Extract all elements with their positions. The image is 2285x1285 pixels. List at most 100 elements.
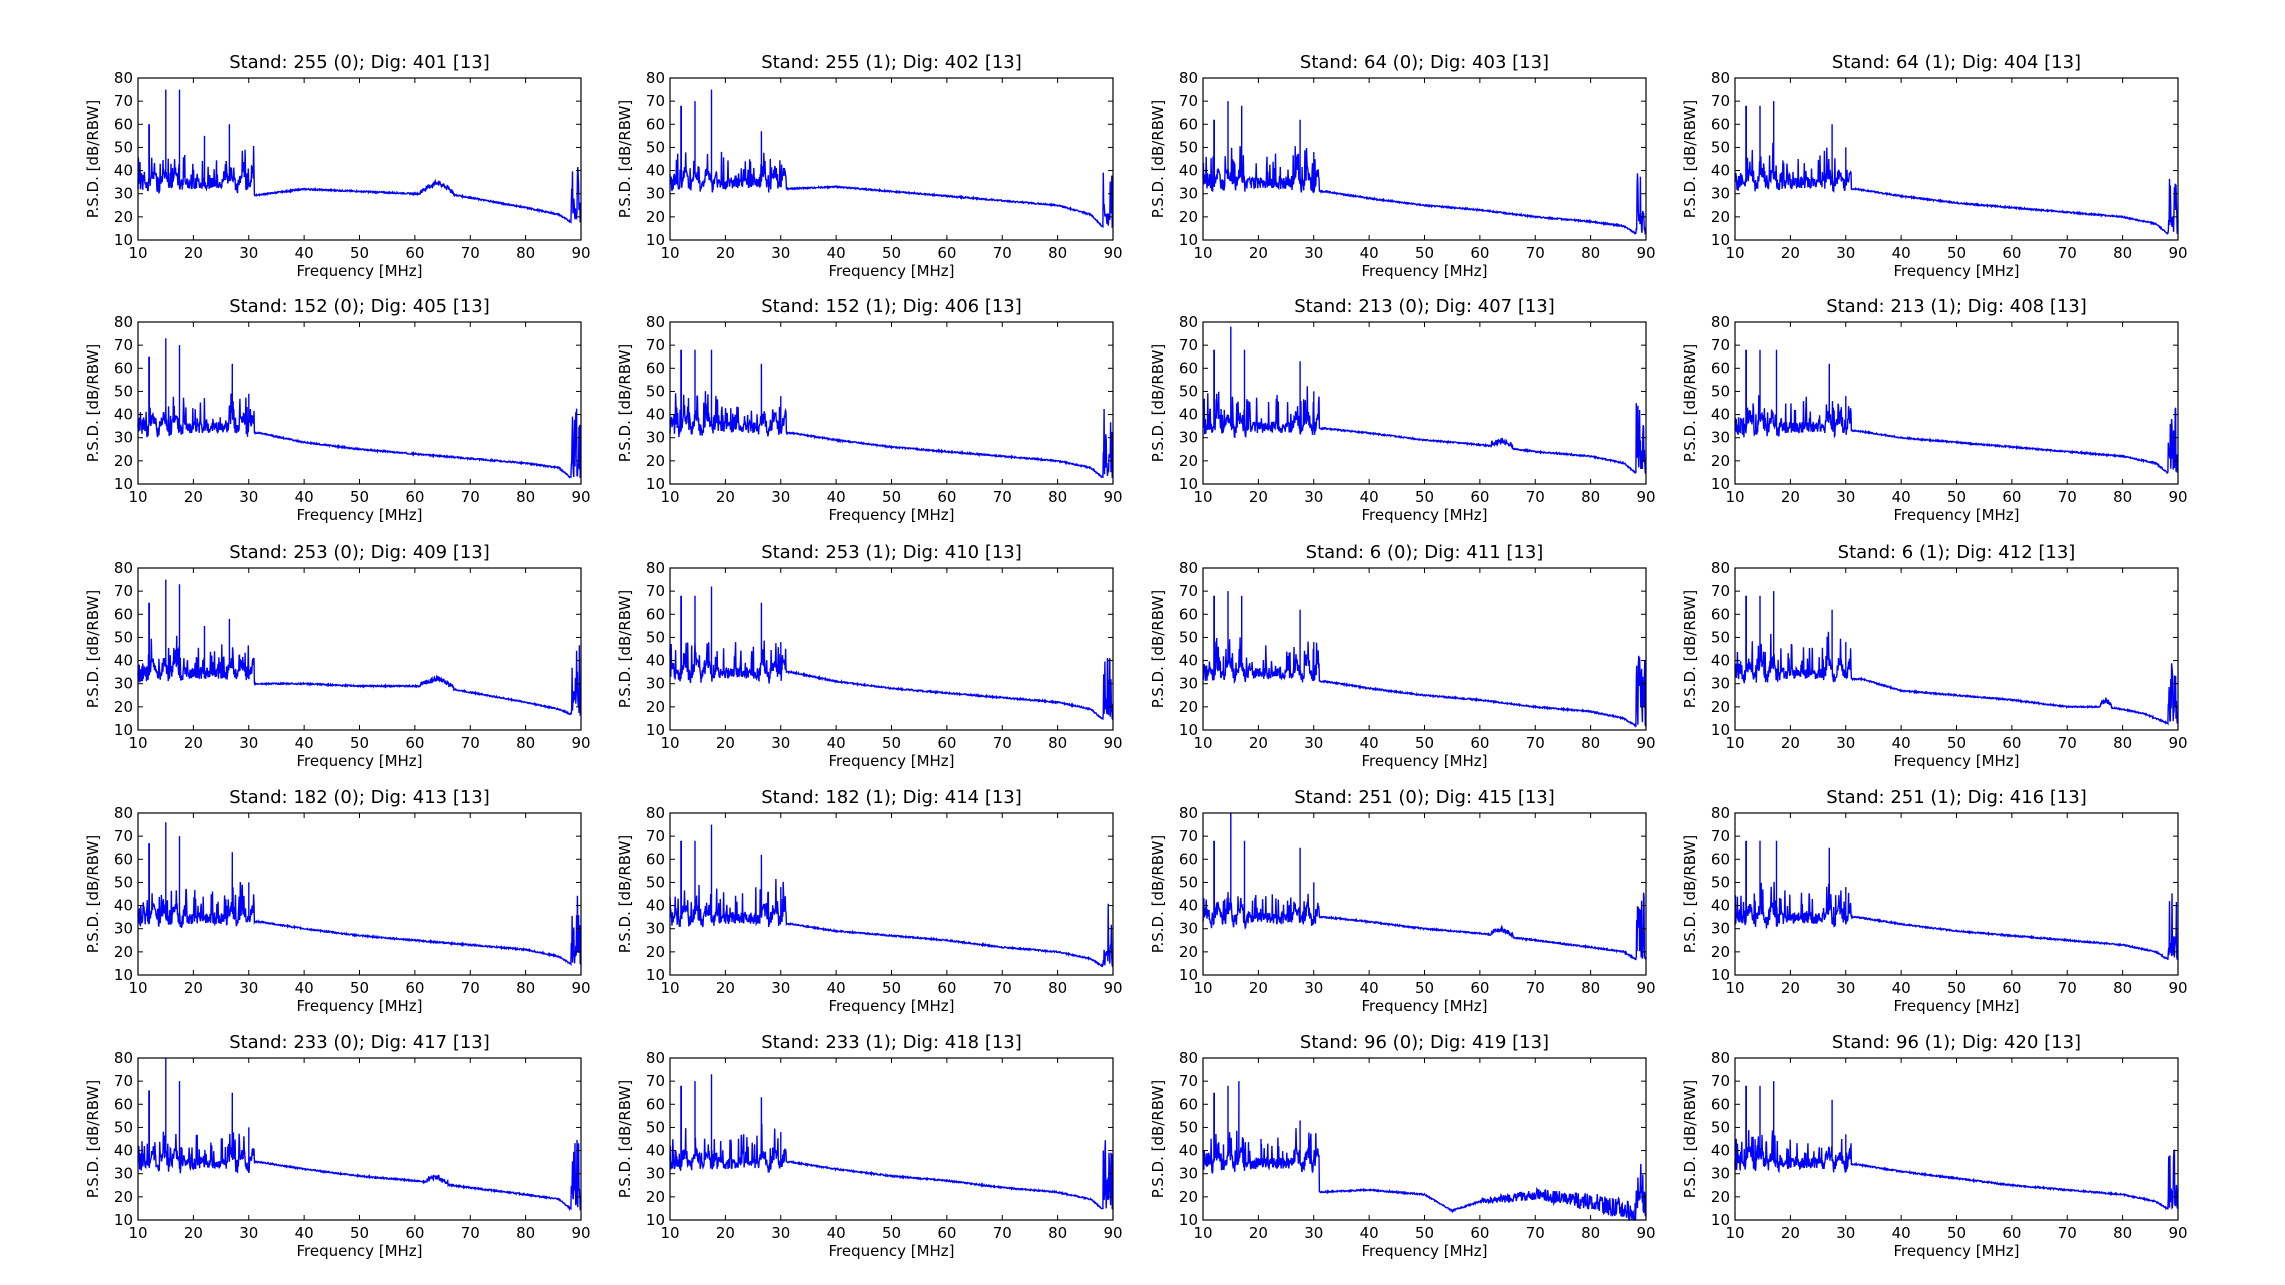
x-tick-label: 20 [1781,1224,1800,1242]
y-tick-label: 20 [646,452,665,470]
axes-frame [669,77,1114,241]
x-tick-label: 20 [716,1224,735,1242]
y-tick-label: 50 [646,382,665,400]
x-tick-label: 70 [2058,1224,2077,1242]
y-tick-label: 50 [114,1118,133,1136]
y-tick-label: 50 [1711,382,1730,400]
x-tick-label: 70 [1526,488,1545,506]
y-axis-label: P.S.D. [dB/RBW] [1149,1080,1167,1198]
axes-frame [669,567,1114,731]
y-tick-label: 80 [646,69,665,87]
x-tick-label: 40 [1360,979,1379,997]
x-tick-label: 40 [827,1224,846,1242]
x-tick-label: 70 [2058,734,2077,752]
y-tick-label: 10 [114,231,133,249]
y-axis-label: P.S.D. [dB/RBW] [84,835,102,953]
y-tick-label: 70 [1711,1072,1730,1090]
x-tick-label: 80 [1581,488,1600,506]
x-tick-label: 70 [2058,244,2077,262]
subplot-19: Stand: 96 (0); Dig: 419 [13] 10 20 30 40 50 60… [1149,1032,1656,1260]
y-tick-label: 50 [1179,628,1198,646]
y-tick-label: 70 [1711,582,1730,600]
x-tick-label: 60 [2002,1224,2021,1242]
x-tick-label: 50 [1415,1224,1434,1242]
y-axis-label: P.S.D. [dB/RBW] [1681,100,1699,218]
x-tick-label: 20 [184,488,203,506]
y-tick-label: 80 [1711,313,1730,331]
y-tick-label: 10 [646,475,665,493]
y-tick-label: 70 [646,1072,665,1090]
x-axis-label: Frequency [MHz] [1361,997,1487,1015]
y-tick-label: 30 [1179,185,1198,203]
y-tick-label: 70 [1179,336,1198,354]
y-tick-label: 20 [646,208,665,226]
x-tick-label: 90 [1636,244,1655,262]
subplot-title: Stand: 253 (1); Dig: 410 [13] [761,542,1022,563]
y-axis-label: P.S.D. [dB/RBW] [84,100,102,218]
y-tick-label: 60 [114,1095,133,1113]
x-tick-label: 50 [350,488,369,506]
y-tick-label: 40 [1179,652,1198,670]
x-tick-label: 50 [1415,244,1434,262]
y-tick-label: 80 [1179,69,1198,87]
y-tick-label: 70 [1711,92,1730,110]
y-tick-label: 50 [1711,1118,1730,1136]
axes-frame [1202,812,1647,976]
x-axis-label: Frequency [MHz] [1893,997,2019,1015]
y-tick-label: 40 [114,406,133,424]
y-tick-label: 10 [114,475,133,493]
x-tick-label: 40 [295,1224,314,1242]
x-tick-label: 80 [1581,1224,1600,1242]
subplot-title: Stand: 96 (1); Dig: 420 [13] [1832,1032,2081,1053]
x-tick-label: 30 [1304,734,1323,752]
x-tick-label: 70 [993,979,1012,997]
y-tick-label: 30 [114,920,133,938]
x-tick-label: 80 [516,734,535,752]
x-tick-label: 50 [1947,244,1966,262]
y-tick-label: 10 [1179,721,1198,739]
x-tick-label: 60 [1470,1224,1489,1242]
x-tick-label: 50 [350,1224,369,1242]
axes-frame [669,1057,1114,1221]
x-tick-label: 20 [1781,734,1800,752]
y-tick-label: 60 [646,605,665,623]
x-axis-label: Frequency [MHz] [828,1242,954,1260]
x-tick-label: 30 [239,979,258,997]
x-tick-label: 60 [937,979,956,997]
y-tick-label: 70 [1179,582,1198,600]
y-tick-label: 60 [1179,850,1198,868]
x-tick-label: 50 [350,244,369,262]
x-tick-label: 50 [1415,979,1434,997]
y-tick-label: 10 [114,966,133,984]
psd-line [137,579,582,717]
y-tick-label: 50 [646,873,665,891]
x-tick-label: 10 [660,734,679,752]
x-tick-label: 20 [716,734,735,752]
y-axis-label: P.S.D. [dB/RBW] [1681,1080,1699,1198]
x-tick-label: 50 [882,244,901,262]
x-tick-label: 90 [1103,488,1122,506]
y-tick-label: 40 [646,406,665,424]
y-tick-label: 80 [1179,804,1198,822]
x-tick-label: 20 [716,979,735,997]
x-tick-label: 90 [1636,488,1655,506]
y-tick-label: 70 [114,336,133,354]
subplot-13: Stand: 182 (0); Dig: 413 [13] 10 20 30 40 50 6… [84,787,591,1015]
subplot-title: Stand: 255 (0); Dig: 401 [13] [229,52,490,73]
psd-line [1202,101,1647,235]
x-tick-label: 20 [1781,488,1800,506]
x-tick-label: 90 [571,244,590,262]
x-tick-label: 80 [2113,979,2132,997]
x-axis-label: Frequency [MHz] [1361,1242,1487,1260]
y-tick-label: 30 [1179,920,1198,938]
subplot-4: Stand: 64 (1); Dig: 404 [13] 10 20 30 40 50 60… [1681,52,2188,280]
subplot-11: Stand: 6 (0); Dig: 411 [13] 10 20 30 40 50 60 7… [1149,542,1656,770]
x-tick-label: 30 [1304,1224,1323,1242]
x-tick-label: 40 [1360,1224,1379,1242]
y-tick-label: 60 [1711,850,1730,868]
y-axis-label: P.S.D. [dB/RBW] [1681,344,1699,462]
x-tick-label: 50 [882,979,901,997]
y-tick-label: 40 [646,162,665,180]
y-tick-label: 80 [1179,1049,1198,1067]
